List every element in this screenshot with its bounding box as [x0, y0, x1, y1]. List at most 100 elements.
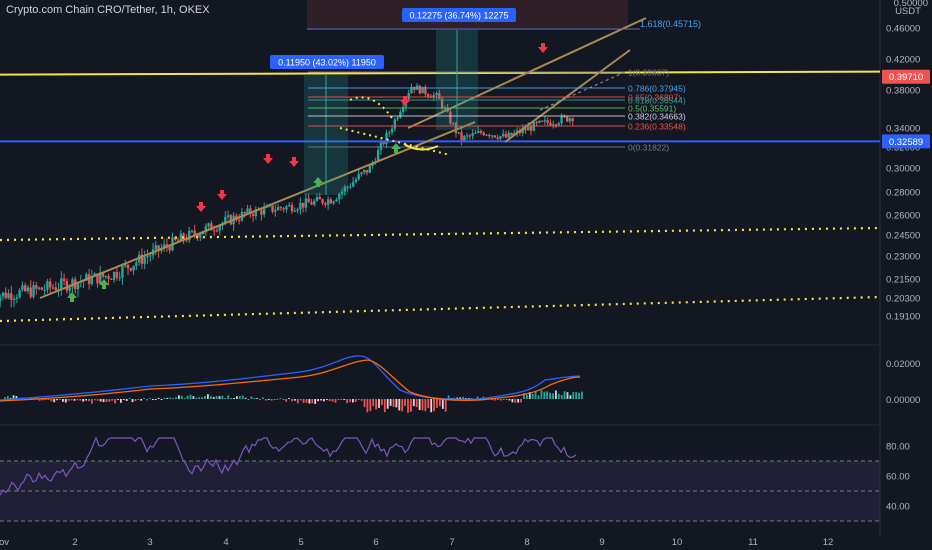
macd-bar [267, 399, 270, 401]
currency-label: USDT [895, 6, 921, 17]
candle-body [490, 135, 494, 137]
candle-body [124, 264, 127, 266]
candle-body [207, 223, 210, 227]
candle-body [382, 142, 385, 144]
candle-body [393, 119, 397, 129]
sell-arrow-icon [400, 96, 410, 106]
signal-line [0, 359, 581, 402]
candle-body [1, 292, 5, 297]
trend-line [504, 49, 631, 143]
macd-bar [383, 399, 386, 413]
candle-body [549, 122, 552, 126]
macd-bar [299, 399, 302, 401]
macd-bar [102, 399, 105, 403]
candle-body [12, 298, 16, 301]
candle-body [90, 276, 94, 285]
candle-body [468, 135, 472, 137]
macd-bar [386, 399, 389, 409]
candle-body [560, 115, 563, 124]
candle-body [493, 135, 497, 138]
time-tick-label: 3 [147, 537, 152, 548]
candle-body [276, 207, 280, 211]
pattern-arc [403, 143, 439, 151]
macd-bar [291, 399, 293, 402]
candle-body [46, 281, 49, 290]
macd-bar [93, 399, 96, 401]
rsi-tick-label: 60.00 [886, 472, 910, 483]
candle-body [99, 272, 102, 284]
projection-line [539, 71, 626, 111]
sell-arrow-icon [263, 154, 273, 164]
macd-bar [79, 399, 82, 401]
candle-body [263, 207, 266, 215]
candle-body [474, 132, 477, 134]
macd-bar [441, 399, 444, 409]
macd-bar [366, 399, 369, 413]
candle-body [282, 208, 285, 210]
fib-level-label: 0.618(0.36544) [628, 96, 686, 106]
candle-body [51, 287, 55, 289]
candle-body [71, 279, 74, 288]
macd-bar [201, 397, 203, 399]
candle-body [57, 288, 60, 290]
macd-bar [340, 399, 343, 400]
macd-bar [59, 399, 61, 400]
candle-body [451, 123, 455, 125]
macd-bar [523, 393, 525, 399]
candle-body [290, 204, 294, 212]
macd-bar [91, 399, 93, 404]
macd-bar [427, 399, 430, 409]
macd-bar [331, 399, 334, 402]
macd-bar [581, 391, 583, 399]
candle-body [343, 186, 346, 192]
macd-bar [215, 396, 218, 399]
macd-bar [569, 395, 572, 399]
macd-bar [302, 399, 305, 403]
candle-body [60, 278, 63, 289]
macd-bar [511, 399, 514, 403]
dotted-channel-line [0, 295, 881, 323]
candle-body [443, 108, 447, 110]
macd-bar [64, 399, 67, 403]
macd-bar [497, 399, 499, 400]
macd-bar [317, 399, 319, 402]
macd-bar [354, 399, 357, 402]
macd-bar [166, 397, 169, 399]
macd-bar [381, 399, 383, 406]
macd-bar [218, 396, 221, 399]
macd-bar [360, 399, 363, 401]
dotted-channel-line [0, 226, 881, 242]
macd-bar [563, 391, 566, 399]
candle-body [118, 277, 121, 279]
macd-bar [488, 397, 491, 399]
candle-body [162, 244, 166, 249]
fib-level-label: 0.382(0.34663) [628, 112, 686, 122]
candle-body [129, 268, 132, 271]
macd-bar [349, 399, 351, 403]
candle-body [524, 128, 527, 131]
macd-bar [120, 399, 122, 403]
candle-body [504, 133, 508, 138]
macd-bar [323, 399, 325, 402]
macd-bar [520, 399, 522, 403]
candle-body [185, 239, 188, 241]
candle-body [354, 179, 358, 183]
sell-arrow-icon [289, 157, 299, 167]
candle-body [15, 297, 19, 299]
candle-body [376, 149, 380, 162]
candle-body [449, 111, 452, 124]
macd-bar [528, 392, 531, 399]
candle-body [543, 120, 547, 122]
time-tick-label: 2 [72, 537, 77, 548]
macd-bar [99, 399, 102, 402]
candle-body [557, 123, 560, 125]
candle-body [435, 93, 438, 96]
price-tick-label: 0.42000 [886, 55, 920, 66]
rsi-tick-label: 40.00 [886, 502, 910, 513]
time-tick-label: 11 [748, 537, 758, 548]
price-tick-label: 0.28000 [886, 188, 920, 199]
buy-arrow-icon [391, 143, 401, 153]
macd-bar [456, 397, 459, 399]
macd-bar [444, 399, 447, 412]
